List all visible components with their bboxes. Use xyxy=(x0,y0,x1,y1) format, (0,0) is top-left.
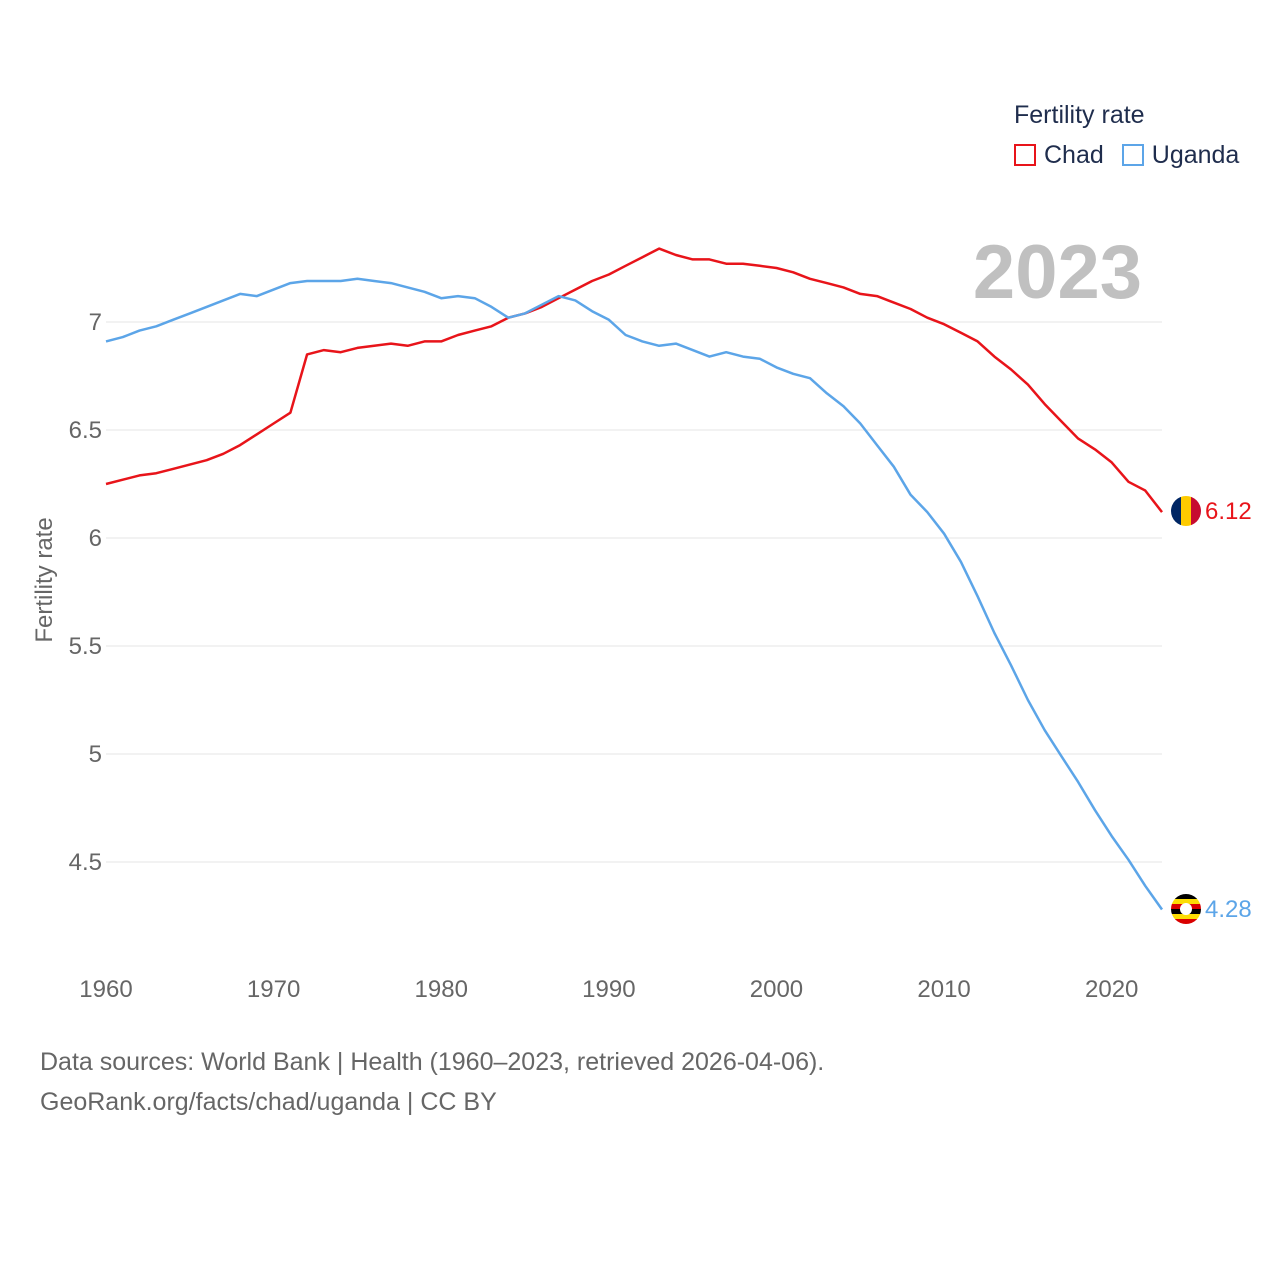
footer-link[interactable]: GeoRank.org/facts/chad/uganda | CC BY xyxy=(40,1088,497,1116)
legend-title: Fertility rate xyxy=(1014,101,1145,129)
chad-flag-icon xyxy=(1171,496,1201,526)
y-axis-label: Fertility rate xyxy=(31,517,58,642)
series-lines xyxy=(105,247,1164,911)
x-tick-label: 1980 xyxy=(415,976,468,1003)
x-tick-label: 2020 xyxy=(1085,976,1138,1003)
x-tick-label: 1960 xyxy=(79,976,132,1003)
x-tick-label: 2010 xyxy=(917,976,970,1003)
legend-items: Chad Uganda xyxy=(1014,140,1257,170)
y-tick-label: 5.5 xyxy=(69,633,102,660)
footer: Data sources: World Bank | Health (1960–… xyxy=(40,1042,824,1122)
y-tick-label: 6.5 xyxy=(69,417,102,444)
end-value-uganda: 4.28 xyxy=(1205,895,1252,923)
legend-item-uganda[interactable]: Uganda xyxy=(1121,140,1240,170)
legend-label-chad: Chad xyxy=(1044,141,1104,169)
x-tick-label: 2000 xyxy=(750,976,803,1003)
legend-item-chad[interactable]: Chad xyxy=(1014,140,1104,170)
y-tick-label: 4.5 xyxy=(69,849,102,876)
y-tick-label: 6 xyxy=(89,525,102,552)
series-line-uganda[interactable] xyxy=(105,277,1164,911)
year-label: 2023 xyxy=(972,230,1142,315)
y-tick-label: 5 xyxy=(89,741,102,768)
gridlines xyxy=(106,321,1162,863)
footer-sources: Data sources: World Bank | Health (1960–… xyxy=(40,1048,825,1076)
uganda-flag-icon xyxy=(1171,894,1201,924)
x-tick-label: 1970 xyxy=(247,976,300,1003)
legend-swatch-chad xyxy=(1014,144,1036,166)
legend-swatch-uganda xyxy=(1121,144,1144,166)
x-tick-label: 1990 xyxy=(582,976,635,1003)
y-tick-labels: 4.5 5 5.5 6 6.5 7 xyxy=(69,309,102,876)
legend: Fertility rate Chad Uganda xyxy=(1014,100,1257,170)
legend-label-uganda: Uganda xyxy=(1151,141,1240,169)
end-value-chad: 6.12 xyxy=(1205,498,1252,526)
series-line-chad[interactable] xyxy=(105,247,1163,513)
x-tick-labels: 1960 1970 1980 1990 2000 2010 2020 xyxy=(79,976,1138,1003)
y-tick-label: 7 xyxy=(89,309,102,336)
